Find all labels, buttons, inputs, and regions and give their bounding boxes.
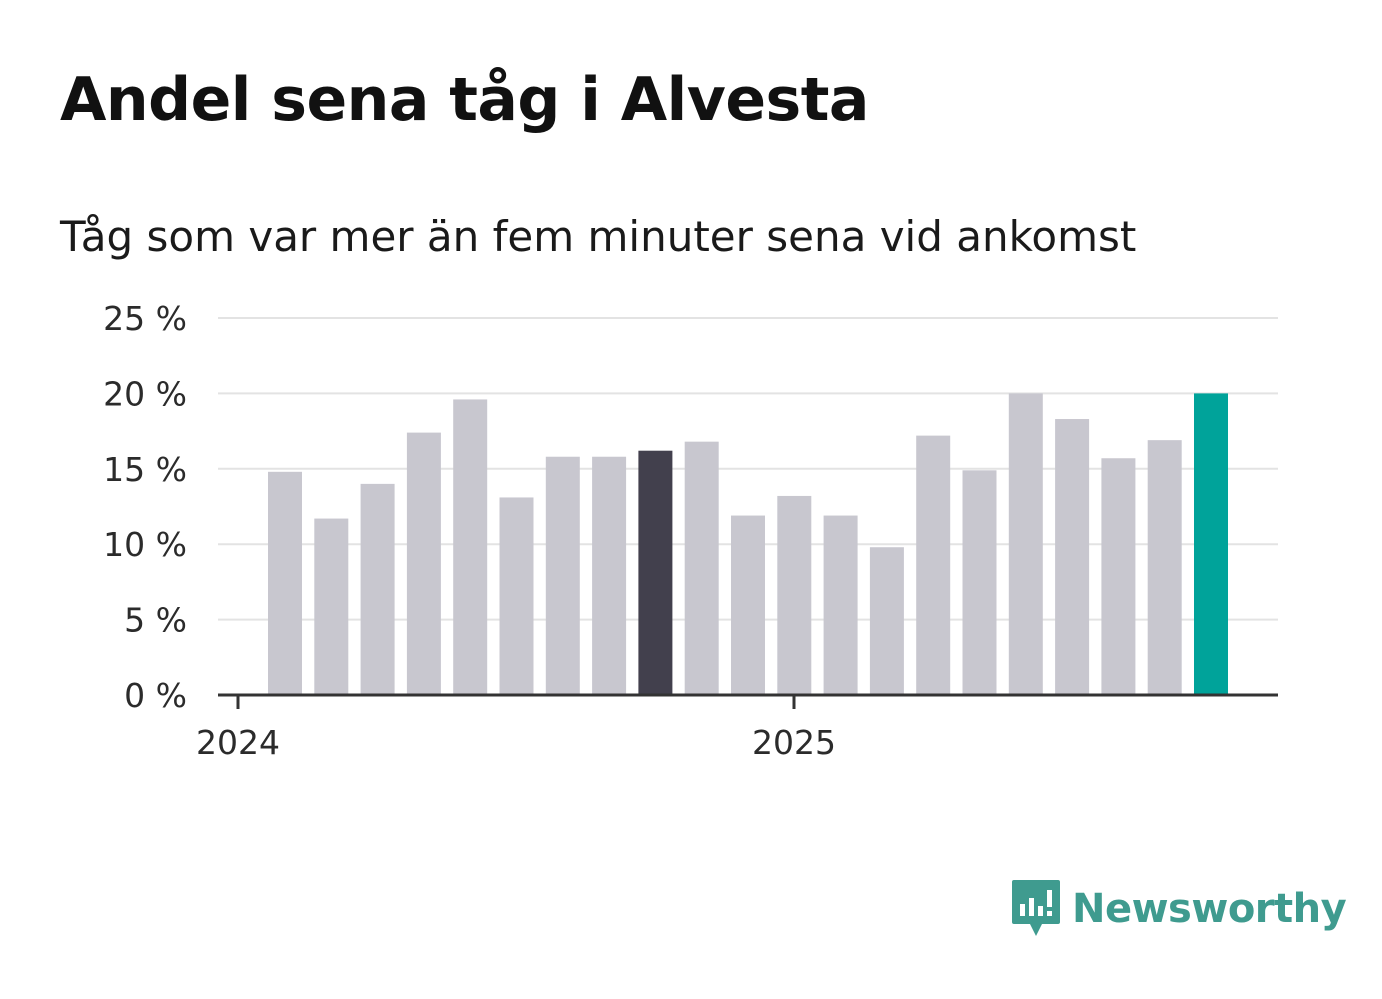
bar bbox=[962, 470, 997, 695]
bar bbox=[684, 441, 719, 695]
chart-title: Andel sena tåg i Alvesta bbox=[60, 65, 869, 135]
y-tick-label: 15 % bbox=[103, 450, 187, 489]
bar bbox=[777, 495, 812, 695]
bar bbox=[268, 471, 302, 695]
bar bbox=[869, 547, 904, 695]
bar bbox=[360, 483, 395, 695]
y-tick-label: 5 % bbox=[124, 601, 187, 640]
y-axis-labels: 0 % 5 % 10 % 15 % 20 % 25 % bbox=[103, 299, 187, 715]
bar bbox=[1008, 393, 1043, 695]
x-axis: 2024 2025 bbox=[196, 693, 1278, 762]
y-tick-label: 10 % bbox=[103, 525, 187, 564]
bar bbox=[731, 515, 765, 695]
bar bbox=[638, 450, 673, 695]
bars bbox=[268, 393, 1228, 695]
bar bbox=[545, 456, 580, 695]
y-tick-label: 0 % bbox=[124, 676, 187, 715]
bar bbox=[1101, 458, 1136, 695]
brand-name: Newsworthy bbox=[1072, 886, 1347, 932]
bar bbox=[499, 497, 534, 695]
bar bbox=[823, 515, 858, 695]
bar bbox=[406, 432, 441, 695]
bar bbox=[1194, 393, 1228, 695]
bar bbox=[1055, 419, 1090, 695]
newsworthy-logo-icon bbox=[1012, 880, 1060, 936]
chart-subtitle: Tåg som var mer än fem minuter sena vid … bbox=[60, 212, 1137, 261]
bar bbox=[314, 518, 349, 695]
x-tick-label: 2025 bbox=[752, 723, 836, 762]
y-tick-label: 25 % bbox=[103, 299, 187, 338]
bar bbox=[1147, 440, 1182, 695]
bar bbox=[592, 456, 627, 695]
bar bbox=[916, 435, 951, 695]
newsworthy-brand: Newsworthy bbox=[1010, 878, 1347, 940]
y-tick-label: 20 % bbox=[103, 374, 187, 413]
x-tick-label: 2024 bbox=[196, 723, 280, 762]
bar bbox=[453, 399, 488, 695]
